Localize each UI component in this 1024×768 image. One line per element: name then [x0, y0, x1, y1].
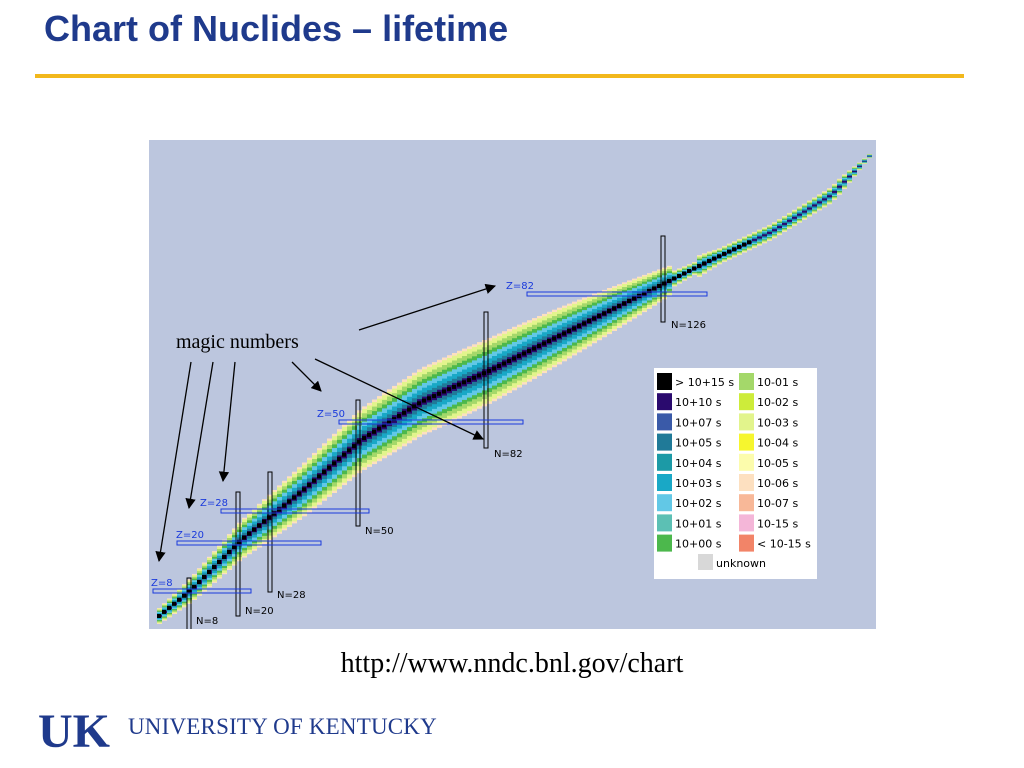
legend-label: 10+04 s [675, 457, 722, 470]
legend-swatch [657, 413, 672, 431]
legend-label: 10-07 s [757, 497, 798, 510]
legend-swatch [657, 494, 672, 512]
n82-label: N=82 [494, 449, 523, 460]
legend-label: 10+01 s [675, 517, 722, 530]
legend-label-unknown: unknown [716, 557, 766, 570]
slide-title: Chart of Nuclides – lifetime [44, 8, 509, 49]
legend-label: 10-06 s [757, 477, 798, 490]
legend-swatch [739, 393, 754, 411]
z50-label: Z=50 [317, 409, 345, 420]
legend-swatch [739, 534, 754, 552]
institution-name: UNIVERSITY OF KENTUCKY [128, 714, 437, 739]
n126-label: N=126 [671, 320, 706, 331]
uk-logo-text: UK [38, 705, 110, 751]
legend-swatch [657, 474, 672, 491]
legend-swatch [739, 413, 754, 431]
legend-label: 10+05 s [675, 437, 722, 450]
legend-label: 10+02 s [675, 497, 722, 510]
legend-swatch [739, 433, 754, 451]
legend-label: 10-15 s [757, 517, 798, 530]
legend-label: > 10+15 s [675, 376, 734, 389]
legend-label: < 10-15 s [757, 538, 811, 551]
z82-label: Z=82 [506, 281, 534, 292]
arrow-to-n82 [314, 358, 484, 440]
arrow-to-z50 [291, 361, 322, 392]
z20-label: Z=20 [176, 530, 204, 541]
legend-label: 10+10 s [675, 396, 722, 409]
legend-label: 10-01 s [757, 376, 798, 389]
title-divider [35, 74, 964, 78]
magic-numbers-annotation: magic numbers [176, 331, 299, 353]
legend-label: 10-02 s [757, 396, 798, 409]
legend-background [654, 368, 817, 579]
z8-label: Z=8 [151, 578, 173, 589]
arrow-to-z28 [218, 361, 236, 483]
legend-label: 10+03 s [675, 477, 722, 490]
legend-label: 10+07 s [675, 416, 722, 429]
legend-swatch [657, 373, 672, 390]
z28-label: Z=28 [200, 498, 228, 509]
legend-swatch [657, 393, 672, 411]
legend-swatch [657, 534, 672, 552]
legend-swatch [739, 474, 754, 491]
arrow-to-z82 [358, 283, 496, 331]
legend-label: 10-03 s [757, 416, 798, 429]
n28-label: N=28 [277, 590, 306, 601]
legend-column-1: > 10+15 s 10+10 s 10+07 s 10+05 s 10+04 s 10+… [657, 373, 734, 552]
uk-logo: UK [38, 705, 110, 751]
legend-column-2: 10-01 s 10-02 s 10-03 s 10-04 s 10-05 s 10-06… [739, 373, 811, 552]
n20-label: N=20 [245, 606, 274, 617]
legend-label: 10+00 s [675, 538, 722, 551]
n8-label: N=8 [196, 616, 218, 627]
lifetime-legend: > 10+15 s 10+10 s 10+07 s 10+05 s 10+04 s 10+… [654, 368, 817, 579]
legend-swatch [739, 494, 754, 512]
source-url: http://www.nndc.bnl.gov/chart [340, 648, 684, 679]
n50-label: N=50 [365, 526, 394, 537]
legend-swatch [739, 453, 754, 471]
arrow-to-z20 [185, 361, 214, 510]
legend-swatch [657, 514, 672, 532]
nuclide-chart-svg: Z=8 Z=20 Z=28 Z=50 Z=82 N=8 N=20 N=28 N=… [149, 140, 876, 635]
arrow-to-z8 [155, 361, 192, 563]
legend-swatch [657, 433, 672, 451]
legend-swatch [739, 514, 754, 532]
nuclide-chart: Z=8 Z=20 Z=28 Z=50 Z=82 N=8 N=20 N=28 N=… [149, 140, 876, 635]
legend-label: 10-04 s [757, 437, 798, 450]
legend-label: 10-05 s [757, 457, 798, 470]
legend-swatch [739, 373, 754, 390]
legend-swatch [657, 453, 672, 471]
legend-swatch-unknown [698, 554, 713, 570]
